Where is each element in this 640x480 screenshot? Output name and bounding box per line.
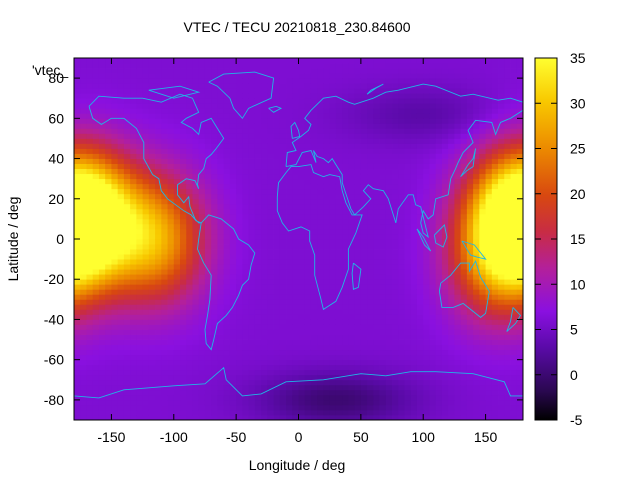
x-tick-label: 0 [295, 429, 303, 445]
colorbar-tick-label: 5 [570, 322, 578, 338]
colorbar-ticks: -5 0 5 10 15 20 25 30 35 [535, 50, 586, 428]
x-tick-label: 50 [353, 429, 369, 445]
coastline-8 [290, 121, 301, 139]
y-tick-label: -80 [44, 392, 64, 408]
coastline-14 [268, 105, 283, 113]
coastline-3 [285, 83, 524, 239]
colorbar-tick-label: 15 [570, 231, 586, 247]
coastline-10 [433, 223, 448, 248]
y-tick-label: -40 [44, 311, 64, 327]
legend-entry: 'vtec_ [32, 62, 68, 78]
y-tick-label: 40 [48, 151, 64, 167]
coastline-4 [276, 164, 363, 311]
colorbar-tick-label: 30 [570, 95, 586, 111]
y-tick-label: 60 [48, 110, 64, 126]
coastline-11 [416, 228, 432, 252]
x-tick-label: 150 [474, 429, 498, 445]
y-tick-label: -20 [44, 271, 64, 287]
coastline-1 [208, 71, 275, 120]
x-axis: -150 -100 -50 0 50 100 150 [97, 58, 497, 445]
colorbar-tick-label: 0 [570, 367, 578, 383]
coastline-6 [438, 260, 490, 318]
y-tick-label: 20 [48, 191, 64, 207]
x-axis-label: Longitude / deg [249, 457, 346, 473]
y-tick-label: 80 [48, 70, 64, 86]
y-axis: -80 -60 -40 -20 0 20 40 60 80 [44, 70, 523, 408]
coastline-2 [197, 214, 256, 351]
colorbar-tick-label: 25 [570, 141, 586, 157]
coastline-7 [506, 307, 522, 332]
x-tick-label: -150 [97, 429, 125, 445]
coastline-13 [73, 366, 523, 399]
y-tick-label: -60 [44, 352, 64, 368]
y-axis-label: Latitude / deg [5, 197, 21, 282]
colorbar-tick-label: 35 [570, 50, 586, 66]
colorbar-tick-label: 20 [570, 186, 586, 202]
coastline-0 [88, 93, 225, 224]
x-tick-label: -50 [226, 429, 246, 445]
y-tick-label: 0 [56, 231, 64, 247]
colorbar-tick-label: 10 [570, 276, 586, 292]
coastline-9 [460, 148, 477, 178]
x-tick-label: 100 [412, 429, 436, 445]
coastline-5 [351, 262, 362, 290]
coastline-15 [148, 85, 201, 99]
coastlines [73, 71, 524, 399]
x-tick-label: -100 [160, 429, 188, 445]
colorbar-tick-label: -5 [570, 412, 583, 428]
coastline-12 [461, 240, 487, 260]
chart-title: VTEC / TECU 20210818_230.84600 [183, 19, 410, 35]
vtec-heatmap [74, 58, 524, 421]
coastline-16 [366, 83, 384, 95]
